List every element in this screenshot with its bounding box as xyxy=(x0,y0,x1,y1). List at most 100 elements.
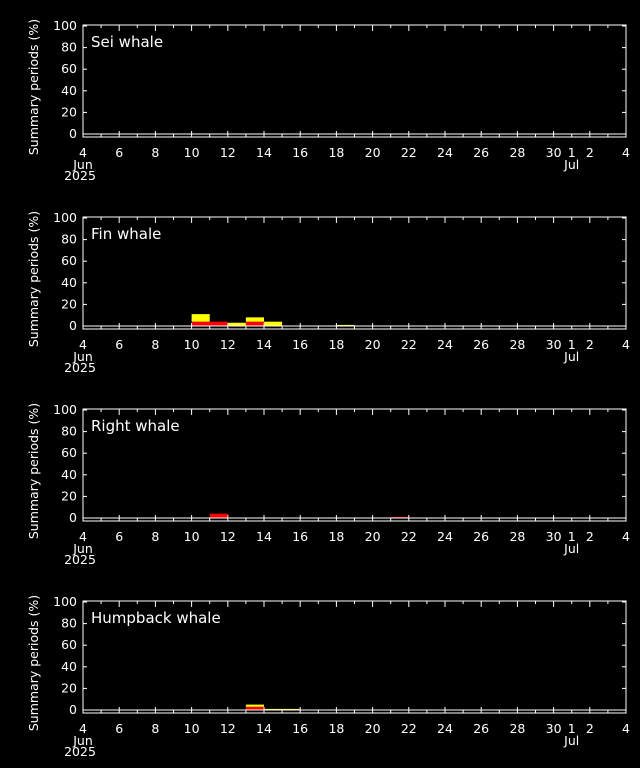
x-tick-label: 28 xyxy=(509,529,525,544)
plot-frame xyxy=(82,216,627,330)
x-tick-label: 4 xyxy=(622,145,630,160)
y-tick-label: 60 xyxy=(61,637,77,652)
bar xyxy=(245,317,264,322)
x-tick-label: 12 xyxy=(220,721,236,736)
bar xyxy=(191,314,210,322)
bar xyxy=(264,708,283,710)
x-tick-label: 22 xyxy=(401,721,417,736)
plot-frame xyxy=(82,24,627,138)
y-tick-label: 0 xyxy=(69,126,77,141)
x-tick-label: 8 xyxy=(151,721,159,736)
x-tick-label: 1 xyxy=(568,337,576,352)
x-tick-label: 26 xyxy=(473,721,489,736)
x-month-label: Jun xyxy=(72,733,93,748)
x-tick-label: 14 xyxy=(256,529,272,544)
x-tick-label: 6 xyxy=(115,145,123,160)
y-tick-label: 60 xyxy=(61,253,77,268)
x-tick-label: 4 xyxy=(79,529,87,544)
x-year-label: 2025 xyxy=(64,168,96,183)
y-tick-label: 100 xyxy=(53,18,77,33)
x-tick-label: 6 xyxy=(115,529,123,544)
x-tick-label: 26 xyxy=(473,145,489,160)
y-axis-label: Summary periods (%) xyxy=(26,211,41,347)
chart-title: Right whale xyxy=(91,417,180,435)
x-tick-label: 20 xyxy=(365,529,381,544)
x-tick-label: 4 xyxy=(79,145,87,160)
x-tick-label: 16 xyxy=(292,721,308,736)
x-tick-label: 24 xyxy=(437,529,453,544)
y-tick-label: 20 xyxy=(61,680,77,695)
bar xyxy=(336,324,355,326)
x-tick-label: 16 xyxy=(292,145,308,160)
x-tick-label: 30 xyxy=(546,529,562,544)
x-tick-label: 2 xyxy=(586,337,594,352)
x-tick-label: 18 xyxy=(328,721,344,736)
x-tick-label: 8 xyxy=(151,145,159,160)
chart-title: Fin whale xyxy=(91,225,161,243)
x-tick-label: 26 xyxy=(473,337,489,352)
chart-title: Sei whale xyxy=(91,33,163,51)
x-tick-label: 30 xyxy=(546,721,562,736)
x-month-label: Jul xyxy=(563,157,579,172)
x-tick-label: 10 xyxy=(184,337,200,352)
x-tick-label: 4 xyxy=(79,721,87,736)
y-tick-label: 20 xyxy=(61,104,77,119)
x-tick-label: 28 xyxy=(509,145,525,160)
x-tick-label: 6 xyxy=(115,337,123,352)
y-tick-label: 60 xyxy=(61,61,77,76)
x-tick-label: 2 xyxy=(586,529,594,544)
y-tick-label: 80 xyxy=(61,424,77,439)
x-tick-label: 12 xyxy=(220,145,236,160)
y-axis-label: Summary periods (%) xyxy=(26,403,41,539)
x-tick-label: 22 xyxy=(401,529,417,544)
x-tick-label: 24 xyxy=(437,721,453,736)
x-tick-label: 10 xyxy=(184,529,200,544)
x-tick-label: 16 xyxy=(292,337,308,352)
x-tick-label: 18 xyxy=(328,529,344,544)
x-tick-label: 14 xyxy=(256,145,272,160)
x-tick-label: 24 xyxy=(437,337,453,352)
x-month-label: Jun xyxy=(72,157,93,172)
x-tick-label: 1 xyxy=(568,529,576,544)
bar xyxy=(245,321,264,326)
x-tick-label: 1 xyxy=(568,145,576,160)
bar xyxy=(390,516,409,518)
x-tick-label: 14 xyxy=(256,337,272,352)
x-tick-label: 8 xyxy=(151,337,159,352)
x-tick-label: 2 xyxy=(586,145,594,160)
x-tick-label: 4 xyxy=(622,721,630,736)
x-year-label: 2025 xyxy=(64,552,96,567)
bar xyxy=(209,513,228,518)
x-tick-label: 6 xyxy=(115,721,123,736)
y-tick-label: 40 xyxy=(61,83,77,98)
x-tick-label: 10 xyxy=(184,145,200,160)
bar xyxy=(264,321,283,326)
x-tick-label: 20 xyxy=(365,145,381,160)
chart-title: Humpback whale xyxy=(91,609,221,627)
x-tick-label: 14 xyxy=(256,721,272,736)
x-tick-label: 1 xyxy=(568,721,576,736)
x-month-label: Jun xyxy=(72,349,93,364)
y-tick-label: 40 xyxy=(61,467,77,482)
y-tick-label: 80 xyxy=(61,40,77,55)
x-tick-label: 4 xyxy=(622,529,630,544)
bar xyxy=(282,708,301,710)
x-tick-label: 30 xyxy=(546,145,562,160)
x-tick-label: 30 xyxy=(546,337,562,352)
bar xyxy=(191,321,210,326)
y-tick-label: 0 xyxy=(69,318,77,333)
x-tick-label: 16 xyxy=(292,529,308,544)
x-tick-label: 10 xyxy=(184,721,200,736)
x-tick-label: 28 xyxy=(509,337,525,352)
y-tick-label: 80 xyxy=(61,232,77,247)
y-tick-label: 40 xyxy=(61,275,77,290)
y-tick-label: 40 xyxy=(61,659,77,674)
x-tick-label: 12 xyxy=(220,337,236,352)
bar xyxy=(245,704,264,707)
y-tick-label: 80 xyxy=(61,616,77,631)
x-tick-label: 18 xyxy=(328,337,344,352)
